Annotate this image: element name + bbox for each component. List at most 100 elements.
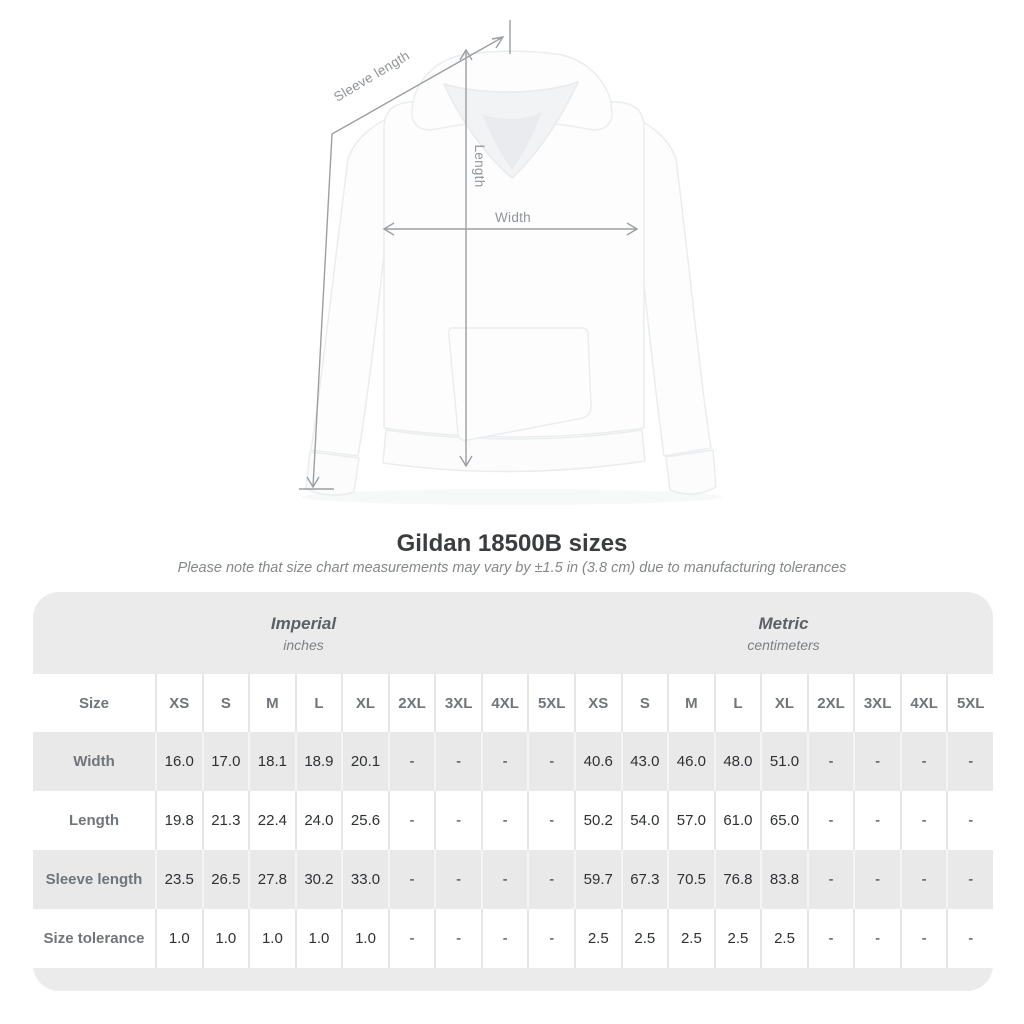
column-header-xs-imperial: XS [155, 674, 202, 732]
cell-length-s-metric: 54.0 [620, 791, 668, 850]
width-label: Width [495, 210, 531, 225]
cell-size-tolerance-l-imperial: 1.0 [294, 909, 342, 968]
measurement-arrows [299, 20, 639, 490]
cell-length-4xl-imperial: - [480, 791, 528, 850]
cell-sleeve-length-xs-imperial: 23.5 [155, 850, 202, 909]
column-header-2xl-metric: 2XL [806, 674, 854, 732]
cell-size-tolerance-s-metric: 2.5 [620, 909, 668, 968]
cell-size-tolerance-3xl-imperial: - [434, 909, 481, 968]
column-header-5xl-imperial: 5XL [527, 674, 574, 732]
cell-width-s-imperial: 17.0 [201, 732, 249, 791]
cell-size-tolerance-3xl-metric: - [853, 909, 900, 968]
cell-sleeve-length-3xl-imperial: - [434, 850, 481, 909]
cell-sleeve-length-l-metric: 76.8 [713, 850, 761, 909]
cell-size-tolerance-4xl-metric: - [899, 909, 947, 968]
cell-size-tolerance-5xl-imperial: - [527, 909, 574, 968]
column-header-3xl-imperial: 3XL [434, 674, 481, 732]
cell-length-2xl-imperial: - [387, 791, 435, 850]
column-header-4xl-metric: 4XL [899, 674, 947, 732]
cell-length-3xl-imperial: - [434, 791, 481, 850]
cell-length-m-imperial: 22.4 [248, 791, 295, 850]
size-chart-title: Gildan 18500B sizes [396, 530, 628, 557]
width-arrow [382, 222, 639, 236]
cell-length-xl-metric: 65.0 [760, 791, 807, 850]
column-header-4xl-imperial: 4XL [480, 674, 528, 732]
cell-width-3xl-metric: - [853, 732, 900, 791]
row-label-sleeve-length: Sleeve length [33, 850, 155, 909]
column-header-s-metric: S [620, 674, 668, 732]
column-header-l-imperial: L [294, 674, 342, 732]
cell-size-tolerance-xl-imperial: 1.0 [341, 909, 388, 968]
cell-width-2xl-imperial: - [387, 732, 435, 791]
size-chart-table: Imperial inches Metric centimeters Size XS S M L… [33, 592, 993, 991]
cell-width-m-imperial: 18.1 [248, 732, 295, 791]
column-header-xl-metric: XL [760, 674, 807, 732]
cell-sleeve-length-s-metric: 67.3 [620, 850, 668, 909]
cell-width-4xl-imperial: - [480, 732, 528, 791]
column-header-xs-metric: XS [574, 674, 621, 732]
cell-length-xs-imperial: 19.8 [155, 791, 202, 850]
unit-group-sublabel: inches [283, 636, 324, 653]
cell-width-l-imperial: 18.9 [294, 732, 342, 791]
cell-sleeve-length-xl-metric: 83.8 [760, 850, 807, 909]
cell-width-s-metric: 43.0 [620, 732, 668, 791]
unit-group-label: Metric [758, 613, 809, 633]
cell-sleeve-length-3xl-metric: - [853, 850, 900, 909]
cell-length-2xl-metric: - [806, 791, 854, 850]
cell-sleeve-length-xs-metric: 59.7 [574, 850, 621, 909]
cell-length-5xl-imperial: - [527, 791, 574, 850]
unit-group-sublabel: centimeters [747, 636, 820, 653]
row-label-width: Width [33, 732, 155, 791]
cell-width-xs-imperial: 16.0 [155, 732, 202, 791]
cell-sleeve-length-2xl-metric: - [806, 850, 854, 909]
cell-length-5xl-metric: - [946, 791, 993, 850]
cell-width-5xl-metric: - [946, 732, 993, 791]
cell-size-tolerance-s-imperial: 1.0 [201, 909, 249, 968]
hoodie-right-cuff [665, 449, 717, 495]
column-header-l-metric: L [713, 674, 761, 732]
cell-size-tolerance-4xl-imperial: - [480, 909, 528, 968]
hoodie-pocket [448, 327, 592, 442]
hoodie-hood-inner-shadow [482, 112, 542, 170]
cell-width-m-metric: 46.0 [667, 732, 714, 791]
row-label-length: Length [33, 791, 155, 850]
unit-group-imperial: Imperial inches [33, 592, 574, 674]
cell-size-tolerance-xs-metric: 2.5 [574, 909, 621, 968]
length-arrow [459, 48, 473, 468]
cell-sleeve-length-m-imperial: 27.8 [248, 850, 295, 909]
cell-sleeve-length-2xl-imperial: - [387, 850, 435, 909]
column-header-m-metric: M [667, 674, 714, 732]
cell-width-xs-metric: 40.6 [574, 732, 621, 791]
cell-length-l-imperial: 24.0 [294, 791, 342, 850]
cell-sleeve-length-xl-imperial: 33.0 [341, 850, 388, 909]
row-label-size-tolerance: Size tolerance [33, 909, 155, 968]
cell-size-tolerance-l-metric: 2.5 [713, 909, 761, 968]
size-tolerance-note: Please note that size chart measurements… [177, 560, 847, 576]
cell-length-xs-metric: 50.2 [574, 791, 621, 850]
unit-group-label: Imperial [270, 613, 337, 633]
cell-width-xl-imperial: 20.1 [341, 732, 388, 791]
sleeve-length-arrow [299, 20, 511, 490]
cell-length-xl-imperial: 25.6 [341, 791, 388, 850]
cell-size-tolerance-m-metric: 2.5 [667, 909, 714, 968]
hoodie-measurement-diagram: Sleeve length Length Width [299, 20, 722, 505]
cell-size-tolerance-xl-metric: 2.5 [760, 909, 807, 968]
cell-sleeve-length-s-imperial: 26.5 [201, 850, 249, 909]
column-header-3xl-metric: 3XL [853, 674, 900, 732]
cell-size-tolerance-xs-imperial: 1.0 [155, 909, 202, 968]
cell-length-s-imperial: 21.3 [201, 791, 249, 850]
cell-width-l-metric: 48.0 [713, 732, 761, 791]
cell-size-tolerance-2xl-metric: - [806, 909, 854, 968]
cell-sleeve-length-m-metric: 70.5 [667, 850, 714, 909]
column-header-m-imperial: M [248, 674, 295, 732]
cell-sleeve-length-4xl-imperial: - [480, 850, 528, 909]
cell-width-5xl-imperial: - [527, 732, 574, 791]
cell-width-4xl-metric: - [899, 732, 947, 791]
cell-sleeve-length-5xl-imperial: - [527, 850, 574, 909]
unit-group-metric: Metric centimeters [574, 592, 993, 674]
cell-length-l-metric: 61.0 [713, 791, 761, 850]
column-header-size: Size [33, 674, 155, 732]
hoodie-shadow [302, 489, 722, 505]
cell-length-3xl-metric: - [853, 791, 900, 850]
cell-width-xl-metric: 51.0 [760, 732, 807, 791]
